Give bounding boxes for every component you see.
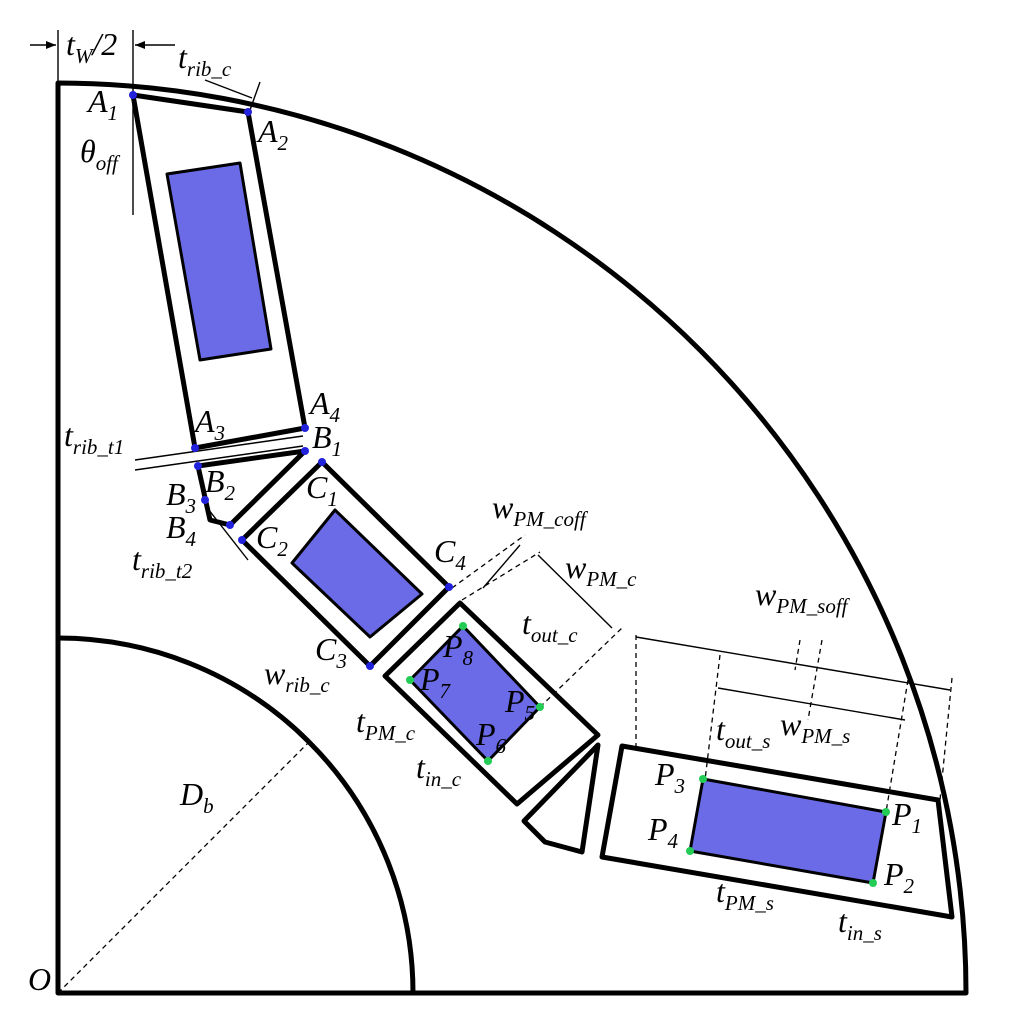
- label-p7: P7: [419, 661, 452, 703]
- ws-ext-d: [885, 679, 909, 813]
- bridge-triangle: [521, 742, 601, 855]
- label-p1: P1: [891, 796, 922, 838]
- tribc-leader: [204, 79, 253, 99]
- label-w-pm-s: wPM_s: [780, 706, 850, 748]
- wc-dim: [537, 554, 613, 629]
- rotor-outline: [55, 80, 969, 996]
- point-a2: [244, 108, 252, 116]
- tw-arrowhead-right: [135, 41, 145, 49]
- label-t-out-c: tout_c: [522, 605, 578, 647]
- label-d-b: Db: [179, 776, 214, 818]
- magnet-a: [165, 161, 273, 362]
- ws-ext-c: [704, 654, 721, 781]
- point-p1: [882, 808, 890, 816]
- point-b1: [301, 447, 309, 455]
- tribc-tick: [249, 81, 261, 111]
- label-p8: P8: [442, 628, 474, 670]
- label-p2: P2: [883, 856, 915, 898]
- point-p7: [406, 676, 414, 684]
- label-w-pm-soff: wPM_soff: [755, 576, 851, 618]
- label-p3: P3: [654, 756, 685, 798]
- label-c3: C3: [315, 631, 347, 673]
- label-c4: C4: [434, 533, 466, 575]
- point-b2: [194, 462, 202, 470]
- magnet-p-outer: [688, 777, 888, 885]
- point-c1: [318, 458, 326, 466]
- wc-ext: [539, 627, 623, 708]
- label-c2: C2: [256, 519, 288, 561]
- point-p3: [699, 775, 707, 783]
- label-b4: B4: [166, 509, 197, 551]
- label-t-pm-c: tPM_c: [356, 703, 416, 745]
- ws-ext-f: [794, 639, 801, 671]
- magnet-c: [290, 508, 424, 639]
- label-a1: A1: [86, 83, 118, 125]
- point-a3: [191, 444, 199, 452]
- shaft-diameter-line: [57, 742, 309, 994]
- label-p5: P5: [504, 683, 535, 725]
- label-w-pm-coff: wPM_coff: [492, 489, 589, 531]
- point-b3: [201, 496, 209, 504]
- tw-arrowhead-left: [46, 41, 56, 49]
- shaft-arc: [57, 635, 416, 994]
- point-p5: [536, 703, 544, 711]
- barrier-p-outer: [599, 743, 955, 920]
- point-a1: [129, 91, 137, 99]
- label-w-rib-c: wrib_c: [264, 655, 330, 697]
- label-a2: A2: [256, 113, 289, 155]
- label-trib-t1: trib_t1: [64, 417, 124, 459]
- label-a4: A4: [308, 385, 341, 427]
- label-trib-c: trib_c: [178, 39, 232, 81]
- tribt1-leader-b: [134, 445, 304, 471]
- ws-ext-b: [939, 677, 953, 801]
- point-a4: [301, 424, 309, 432]
- barrier-p-inner: [382, 600, 601, 807]
- wcoff-ext2: [461, 551, 541, 601]
- label-t-pm-s: tPM_s: [716, 873, 774, 915]
- label-c1: C1: [306, 469, 338, 511]
- point-p4: [686, 847, 694, 855]
- tribt2-leader: [204, 504, 249, 561]
- label-p4: P4: [647, 811, 679, 853]
- point-c4: [445, 583, 453, 591]
- tribt1-leader-a: [134, 435, 304, 461]
- label-tw-half: tW/2: [66, 26, 117, 68]
- ws-ext-e: [807, 639, 823, 721]
- label-b2: B2: [205, 463, 236, 505]
- ws-dim-top: [635, 636, 951, 691]
- label-t-in-c: tin_c: [416, 749, 462, 791]
- label-p6: P6: [475, 716, 507, 758]
- label-t-out-s: tout_s: [716, 711, 770, 753]
- label-theta-off: θoff: [80, 133, 121, 175]
- label-t-in-s: tin_s: [838, 903, 882, 945]
- point-p2: [869, 879, 877, 887]
- wcoff-ext1: [451, 534, 526, 589]
- point-c3: [366, 662, 374, 670]
- label-a3: A3: [193, 403, 225, 445]
- wcoff-dim: [482, 544, 521, 589]
- point-p6: [484, 757, 492, 765]
- label-b1: B1: [312, 419, 342, 461]
- label-trib-t2: trib_t2: [132, 541, 193, 583]
- ws-dim-mid: [717, 687, 906, 721]
- label-w-pm-c: wPM_c: [565, 549, 637, 591]
- label-b3: B3: [166, 476, 196, 518]
- label-origin: O: [28, 961, 51, 997]
- point-b4: [226, 521, 234, 529]
- point-p8: [459, 622, 467, 630]
- point-c2: [238, 536, 246, 544]
